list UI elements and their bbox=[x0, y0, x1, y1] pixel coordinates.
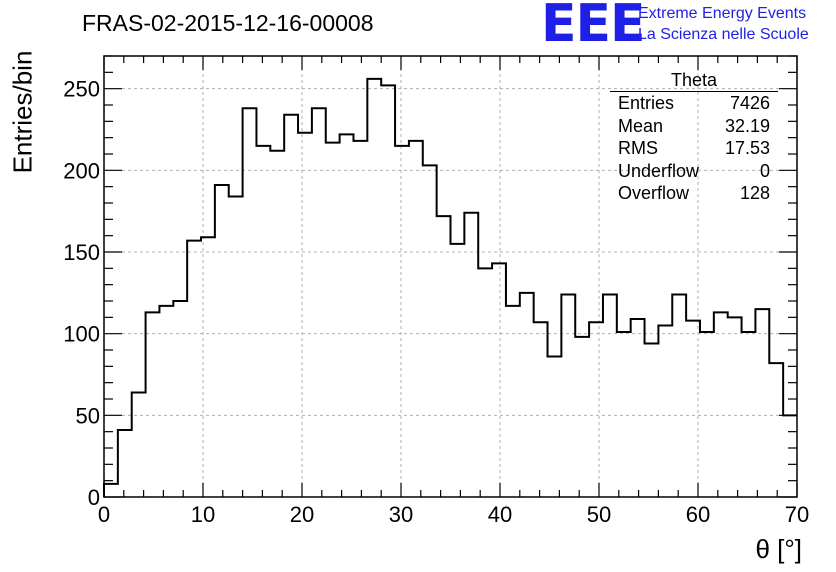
x-tick-label: 50 bbox=[587, 502, 611, 527]
y-tick-label: 0 bbox=[88, 485, 100, 510]
histogram-line bbox=[103, 77, 797, 497]
x-tick-label: 60 bbox=[686, 502, 710, 527]
y-axis-label: Entries/bin bbox=[7, 50, 38, 174]
y-tick-label: 250 bbox=[63, 77, 100, 102]
y-tick-label: 100 bbox=[63, 322, 100, 347]
grid-lines bbox=[104, 56, 797, 497]
axis-ticks bbox=[103, 55, 798, 498]
stats-row: Mean 32.19 bbox=[610, 115, 778, 138]
stats-row: Overflow 128 bbox=[610, 182, 778, 205]
x-tick-label: 30 bbox=[389, 502, 413, 527]
stats-value: 7426 bbox=[729, 93, 770, 113]
stats-label: Overflow bbox=[618, 183, 690, 204]
logo-line-1: Extreme Energy Events bbox=[638, 5, 807, 22]
stats-value: 0 bbox=[759, 160, 770, 181]
plot-frame bbox=[103, 55, 798, 498]
x-axis-label: θ [°] bbox=[755, 534, 802, 564]
x-tick-label: 0 bbox=[98, 502, 110, 527]
x-tick-label: 40 bbox=[488, 502, 512, 527]
stats-value: 17.53 bbox=[724, 138, 770, 159]
y-tick-label: 200 bbox=[63, 158, 100, 183]
chart-title: FRAS-02-2015-12-16-00008 bbox=[82, 10, 374, 36]
x-tick-label: 70 bbox=[785, 502, 809, 527]
stats-row: Underflow 0 bbox=[610, 160, 778, 183]
logo-line-2: La Scienza nelle Scuole bbox=[638, 26, 809, 43]
stats-row: RMS 17.53 bbox=[610, 137, 778, 160]
stats-label: Mean bbox=[618, 115, 664, 136]
stats-label: RMS bbox=[618, 138, 658, 159]
stats-row: Entries 7426 bbox=[610, 92, 778, 115]
stats-title: Theta bbox=[610, 70, 778, 92]
eee-logo: EEE bbox=[541, 0, 646, 54]
x-tick-label: 20 bbox=[290, 502, 314, 527]
y-tick-label: 150 bbox=[63, 240, 100, 265]
stats-box: Theta Entries 7426 Mean 32.19 RMS 17.53 … bbox=[610, 70, 778, 205]
x-tick-label: 10 bbox=[191, 502, 215, 527]
tick-labels: 0 10 20 30 40 50 60 70 0 50 100 150 200 250 bbox=[63, 77, 809, 527]
stats-value: 32.19 bbox=[724, 115, 770, 136]
logo-caption: Extreme Energy Events La Scienza nelle S… bbox=[638, 3, 809, 45]
stats-value: 128 bbox=[739, 183, 770, 204]
stats-label: Underflow bbox=[618, 160, 700, 181]
stats-label: Entries bbox=[618, 93, 675, 113]
y-tick-label: 50 bbox=[76, 403, 100, 428]
